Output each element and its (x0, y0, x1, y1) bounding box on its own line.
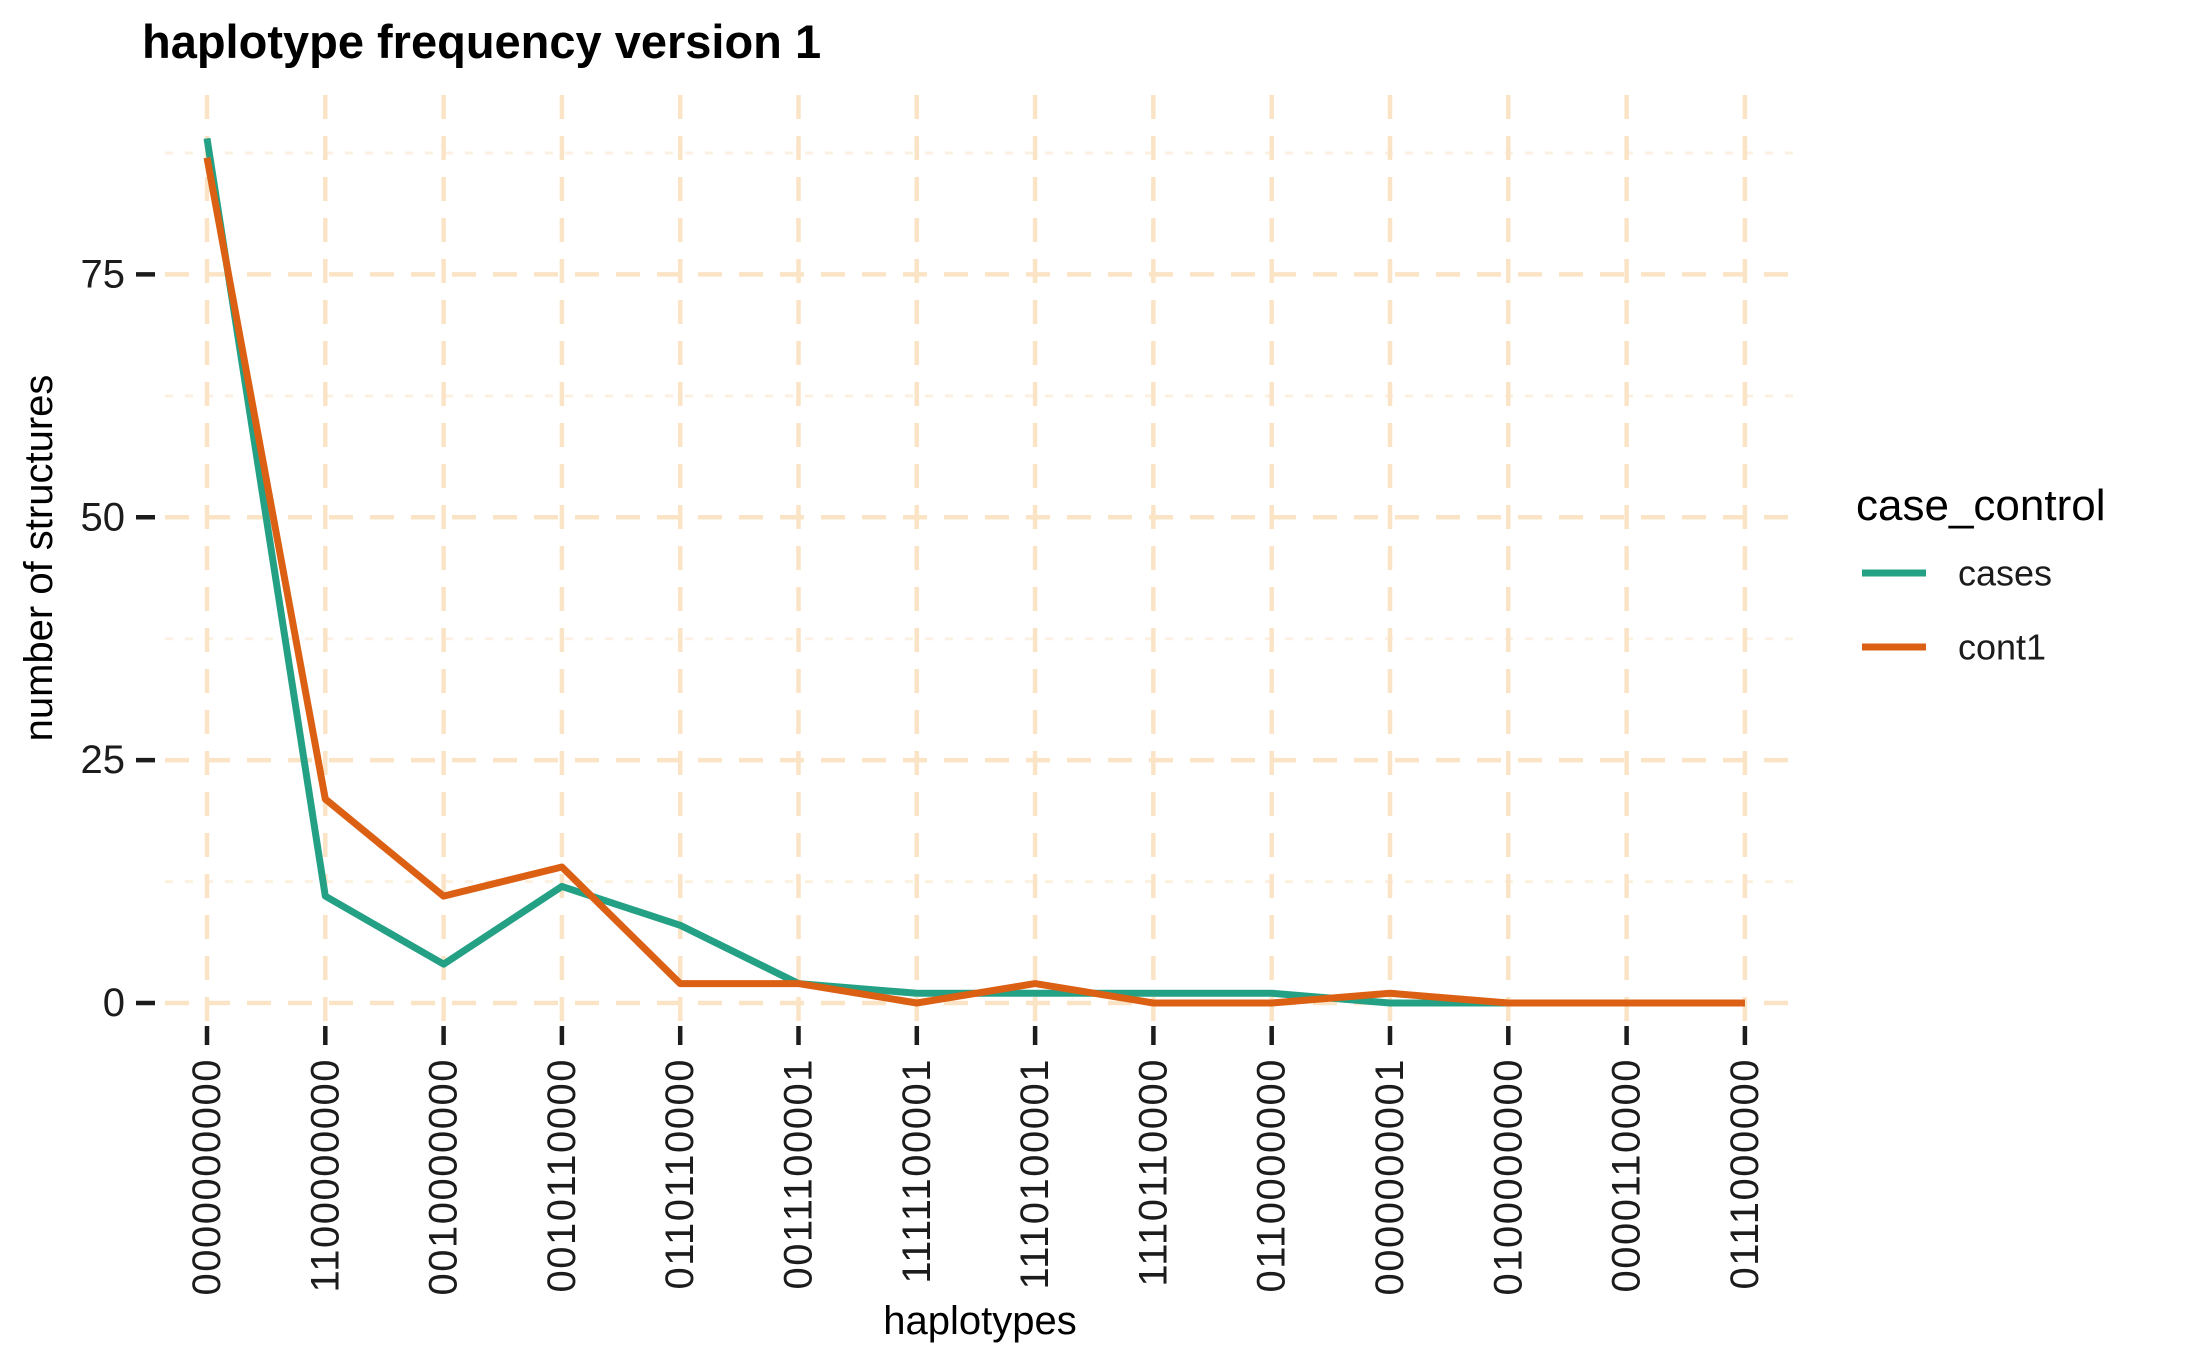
series-line-cont1 (203, 157, 1745, 1007)
x-tick-label-4: 0110110000 (658, 1058, 702, 1290)
y-tick-label-25: 25 (81, 738, 126, 782)
x-tick-label-5: 0011100001 (777, 1058, 821, 1290)
x-tick-label-3: 0010110000 (540, 1058, 584, 1293)
x-axis-tick-labels: 0000000000 1100000000 0010000000 0010110000… (185, 1058, 1767, 1295)
x-tick-label-9: 0110000000 (1250, 1058, 1294, 1293)
x-tick-label-12: 0000110000 (1605, 1058, 1649, 1293)
legend-label-cases: cases (1958, 553, 2052, 594)
y-axis-tick-labels: 0 25 50 75 (81, 252, 126, 1025)
x-axis-title: haplotypes (883, 1299, 1076, 1343)
chart-title: haplotype frequency version 1 (142, 15, 821, 68)
x-tick-label-11: 0100000000 (1486, 1058, 1530, 1295)
y-tick-label-0: 0 (103, 981, 125, 1025)
legend-title: case_control (1856, 481, 2105, 530)
y-tick-label-50: 50 (81, 495, 126, 539)
x-tick-label-2: 0010000000 (422, 1058, 466, 1295)
x-tick-label-10: 0000000001 (1368, 1058, 1412, 1295)
x-tick-label-13: 0111000000 (1723, 1058, 1767, 1290)
x-tick-label-7: 1110100001 (1013, 1058, 1057, 1290)
axis-ticks (136, 272, 1748, 1045)
x-tick-label-1: 1100000000 (303, 1058, 347, 1293)
y-axis-title: number of structures (17, 375, 61, 742)
legend-items: cases cont1 (1862, 553, 2052, 668)
data-lines (203, 137, 1745, 1007)
gridlines-vertical (204, 95, 1748, 1022)
y-tick-label-75: 75 (81, 252, 126, 296)
x-tick-label-6: 1111100001 (895, 1058, 939, 1284)
legend-label-cont1: cont1 (1958, 627, 2046, 668)
legend: case_control cases cont1 (1856, 481, 2105, 668)
x-tick-label-8: 1110110000 (1131, 1058, 1175, 1287)
x-tick-label-0: 0000000000 (185, 1058, 229, 1295)
